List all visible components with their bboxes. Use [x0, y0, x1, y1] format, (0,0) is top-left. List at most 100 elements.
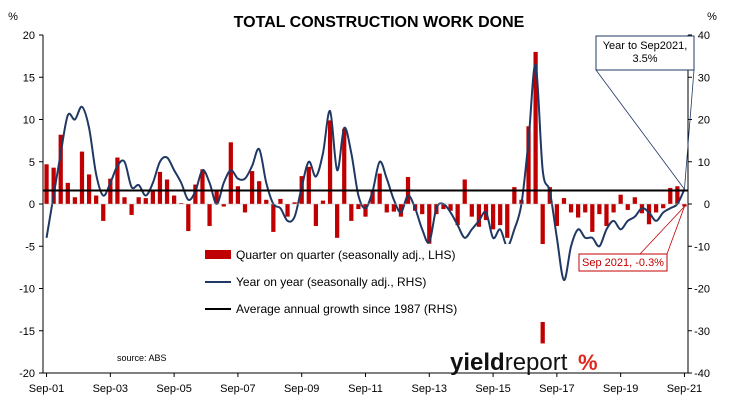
qoq-bar — [611, 204, 616, 213]
qoq-bar — [72, 197, 78, 204]
qoq-bar — [143, 198, 148, 204]
qoq-bar — [568, 204, 574, 213]
qoq-bar — [668, 187, 673, 204]
qoq-bar — [264, 199, 269, 204]
qoq-bar — [335, 204, 340, 238]
qoq-bar — [363, 204, 368, 217]
qoq-bar — [370, 189, 375, 204]
qoq-bar — [94, 195, 99, 204]
qoq-bar — [44, 164, 49, 204]
qoq-bar — [278, 198, 283, 204]
qoq-bar — [646, 204, 652, 225]
qoq-bar — [115, 157, 120, 204]
qoq-annotation-pointer — [666, 206, 685, 255]
qoq-bar — [101, 204, 106, 221]
qoq-bar — [51, 167, 56, 204]
qoq-bar — [526, 126, 531, 204]
qoq-bar — [554, 204, 559, 226]
x-tick-label: Sep-11 — [348, 383, 383, 395]
qoq-bar — [200, 169, 205, 204]
source-note: source: ABS — [117, 353, 167, 363]
qoq-bar — [86, 174, 92, 204]
qoq-bar — [455, 204, 460, 226]
yoy-line — [45, 63, 686, 282]
qoq-bar — [186, 204, 191, 232]
x-tick-label: Sep-19 — [603, 383, 638, 395]
logo-part-report: report — [505, 349, 568, 376]
left-tick-label: 0 — [29, 199, 35, 211]
qoq-annotation-text: Sep 2021, -0.3% — [582, 257, 664, 269]
qoq-bar — [79, 151, 85, 204]
left-tick-label: -15 — [19, 326, 35, 338]
legend-swatch-qoq — [205, 250, 231, 259]
right-tick-label: 20 — [698, 115, 710, 127]
qoq-bar — [476, 204, 482, 227]
left-tick-label: 15 — [23, 72, 35, 84]
qoq-bar — [441, 204, 446, 210]
x-tick-label: Sep-17 — [539, 383, 574, 395]
legend: Quarter on quarter (seasonally adj., LHS… — [205, 248, 457, 316]
right-axis-unit: % — [707, 11, 717, 23]
qoq-bar — [58, 134, 63, 204]
qoq-bar-group — [44, 51, 687, 344]
qoq-bar — [653, 204, 659, 213]
right-tick-label: -40 — [694, 368, 710, 380]
x-tick-label: Sep-21 — [667, 383, 702, 395]
qoq-bar — [292, 202, 297, 204]
right-tick-label: 30 — [698, 72, 710, 84]
qoq-bar — [391, 204, 396, 212]
qoq-bar — [625, 204, 630, 210]
qoq-bar — [249, 171, 255, 204]
qoq-bar — [533, 51, 538, 205]
qoq-bar — [384, 204, 389, 213]
qoq-bar — [448, 204, 453, 211]
logo-part-yield: yield — [450, 349, 505, 376]
qoq-bar — [320, 200, 326, 204]
right-tick-label: -20 — [694, 284, 710, 296]
qoq-bar — [193, 184, 198, 204]
qoq-bar — [618, 194, 623, 204]
left-tick-label: 10 — [23, 115, 35, 127]
logo-text: yieldreport — [450, 349, 568, 376]
left-tick-label: -10 — [19, 284, 35, 296]
qoq-bar — [313, 204, 319, 226]
legend-label-yoy: Year on year (seasonally adj., RHS) — [236, 275, 426, 289]
annotation-group: Year to Sep2021,3.5% Sep 2021, -0.3% — [578, 35, 695, 272]
qoq-bar — [221, 204, 226, 207]
qoq-annotation-box — [578, 253, 668, 272]
qoq-bar — [172, 195, 177, 204]
chart-title: TOTAL CONSTRUCTION WORK DONE — [234, 14, 525, 31]
legend-label-avg: Average annual growth since 1987 (RHS) — [236, 302, 457, 316]
qoq-bar — [306, 166, 311, 204]
right-tick-label: -30 — [694, 326, 710, 338]
x-tick-label: Sep-03 — [93, 383, 128, 395]
qoq-bar — [427, 204, 432, 244]
qoq-bar — [377, 173, 382, 204]
right-tick-label: 10 — [698, 157, 710, 169]
logo-percent: % — [578, 350, 598, 375]
x-tick-label: Sep-01 — [29, 383, 64, 395]
qoq-bar — [122, 197, 127, 204]
qoq-bar — [512, 187, 517, 204]
qoq-bar — [469, 204, 474, 217]
left-tick-label: 5 — [29, 157, 35, 169]
left-tick-label: -5 — [25, 241, 35, 253]
x-tick-label: Sep-13 — [412, 383, 447, 395]
qoq-bar — [420, 204, 425, 215]
qoq-bar — [498, 204, 503, 226]
yoy-annotation-text: 3.5% — [632, 53, 657, 65]
qoq-bar — [597, 204, 602, 215]
yoy-annotation-text: Year to Sep2021, — [603, 40, 688, 52]
axes-group: 20 15 10 5 0 -5 -10 -15 -20 40 30 20 10 0 -10 -20 -30 -40… — [19, 30, 710, 395]
qoq-bar — [271, 204, 276, 232]
qoq-bar — [129, 204, 134, 215]
yoy-annotation-box — [595, 35, 695, 71]
qoq-bar — [682, 204, 687, 207]
right-tick-label: 0 — [704, 199, 710, 211]
qoq-bar — [157, 171, 163, 204]
qoq-annotation-pointer — [639, 206, 685, 255]
qoq-bar — [349, 204, 354, 221]
qoq-bar — [398, 204, 404, 217]
qoq-bar — [150, 190, 155, 204]
qoq-bar — [590, 204, 595, 232]
